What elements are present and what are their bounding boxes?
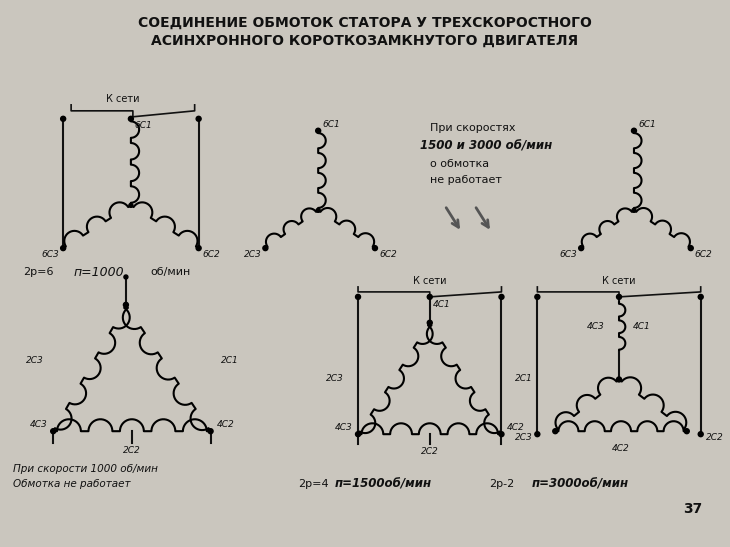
Text: 2С2: 2С2 [123,446,141,455]
Text: 2С3: 2С3 [26,356,43,364]
Text: 6С2: 6С2 [379,250,396,259]
Text: 2С2: 2С2 [421,447,439,456]
Text: 4С3: 4С3 [335,423,353,432]
Circle shape [617,377,621,382]
Text: 2С1: 2С1 [220,356,238,364]
Circle shape [124,275,128,279]
Text: 4С2: 4С2 [612,444,630,453]
Text: 2С2: 2С2 [706,433,723,442]
Circle shape [50,429,55,434]
Circle shape [316,208,320,212]
Text: 4С2: 4С2 [217,420,234,429]
Circle shape [315,128,320,133]
Text: п=1000: п=1000 [73,265,124,278]
Text: 37: 37 [683,502,702,516]
Circle shape [427,320,432,325]
Text: не работает: не работает [430,176,502,185]
Circle shape [372,246,377,251]
Text: 4С1: 4С1 [433,300,450,309]
Circle shape [61,246,66,251]
Text: п=1500об/мин: п=1500об/мин [335,478,432,491]
Text: 2р=6: 2р=6 [23,267,54,277]
Circle shape [579,246,584,251]
Text: К сети: К сети [602,276,636,286]
Circle shape [698,294,703,299]
Text: При скорости 1000 об/мин: При скорости 1000 об/мин [13,464,158,474]
Text: 4С2: 4С2 [507,423,524,432]
Text: К сети: К сети [413,276,447,286]
Circle shape [688,246,694,251]
Text: о обмотка: о обмотка [430,159,489,168]
Circle shape [698,432,703,437]
Text: 6С3: 6С3 [559,250,577,259]
Text: 6С1: 6С1 [638,120,656,129]
Circle shape [356,432,361,437]
Text: 2С3: 2С3 [244,250,261,259]
Text: 6С2: 6С2 [695,250,712,259]
Text: АСИНХРОННОГО КОРОТКОЗАМКНУТОГО ДВИГАТЕЛЯ: АСИНХРОННОГО КОРОТКОЗАМКНУТОГО ДВИГАТЕЛЯ [151,34,579,48]
Text: 6С3: 6С3 [42,250,59,259]
Circle shape [196,246,201,251]
Text: 4С3: 4С3 [29,420,47,429]
Circle shape [128,117,134,121]
Text: 4С1: 4С1 [633,322,650,331]
Text: СОЕДИНЕНИЕ ОБМОТОК СТАТОРА У ТРЕХСКОРОСТНОГО: СОЕДИНЕНИЕ ОБМОТОК СТАТОРА У ТРЕХСКОРОСТ… [138,16,592,30]
Text: 6С1: 6С1 [322,120,340,129]
Text: Обмотка не работает: Обмотка не работает [13,479,131,489]
Circle shape [684,429,689,434]
Text: 2р=4: 2р=4 [299,479,329,489]
Circle shape [196,117,201,121]
Circle shape [631,128,637,133]
Text: 6С2: 6С2 [203,250,220,259]
Circle shape [617,294,621,299]
Circle shape [499,432,504,437]
Text: об/мин: об/мин [151,267,191,277]
Circle shape [535,432,539,437]
Text: 2С1: 2С1 [515,374,533,383]
Text: 2С3: 2С3 [515,433,532,442]
Text: 2р-2: 2р-2 [490,479,515,489]
Text: п=3000об/мин: п=3000об/мин [531,478,629,491]
Text: 6С1: 6С1 [135,121,153,130]
Text: 4С3: 4С3 [588,322,605,331]
Circle shape [632,208,636,212]
Circle shape [499,294,504,299]
Circle shape [61,117,66,121]
Text: 2С3: 2С3 [326,374,344,383]
Text: К сети: К сети [106,94,139,104]
Circle shape [356,294,361,299]
Text: 1500 и 3000 об/мин: 1500 и 3000 об/мин [420,139,552,152]
Text: При скоростях: При скоростях [430,123,515,133]
Circle shape [553,429,558,434]
Circle shape [208,429,213,434]
Circle shape [535,294,539,299]
Circle shape [123,302,128,307]
Circle shape [263,246,268,251]
Circle shape [129,203,133,207]
Circle shape [427,294,432,299]
